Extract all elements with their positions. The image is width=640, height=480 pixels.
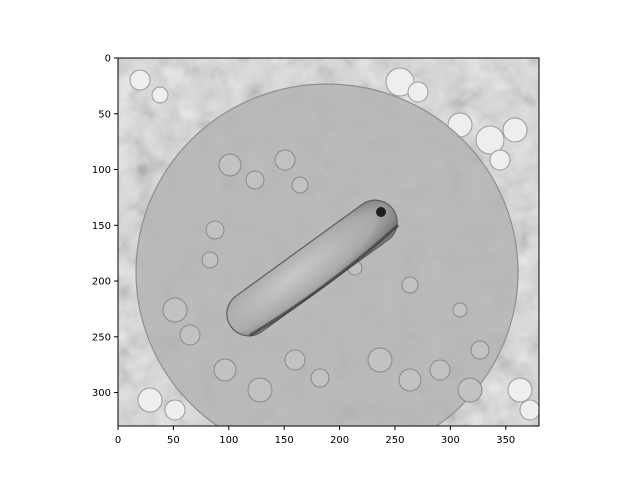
dark-spot xyxy=(376,207,386,217)
rod-cell xyxy=(226,199,400,337)
x-tick-label: 250 xyxy=(385,435,404,446)
y-axis: 0 50 100 150 200 250 300 xyxy=(92,54,118,399)
x-tick-label: 300 xyxy=(441,435,460,446)
x-tick-label: 50 xyxy=(167,435,180,446)
x-tick-label: 350 xyxy=(496,435,515,446)
y-tick-label: 250 xyxy=(92,332,111,343)
y-tick-label: 100 xyxy=(92,165,111,176)
cell-cluster xyxy=(162,149,490,403)
x-tick-label: 0 xyxy=(115,435,121,446)
x-axis: 0 50 100 150 200 250 300 350 xyxy=(115,426,515,446)
x-tick-label: 200 xyxy=(330,435,349,446)
x-tick-label: 100 xyxy=(219,435,238,446)
axes-frame xyxy=(117,57,540,427)
y-tick-label: 200 xyxy=(92,277,111,288)
y-tick-label: 0 xyxy=(105,54,111,65)
cell-cluster xyxy=(129,67,539,421)
x-tick-label: 150 xyxy=(275,435,294,446)
y-tick-label: 150 xyxy=(92,221,111,232)
microscopy-image xyxy=(118,58,539,426)
y-tick-label: 300 xyxy=(92,388,111,399)
y-tick-label: 50 xyxy=(98,109,111,120)
